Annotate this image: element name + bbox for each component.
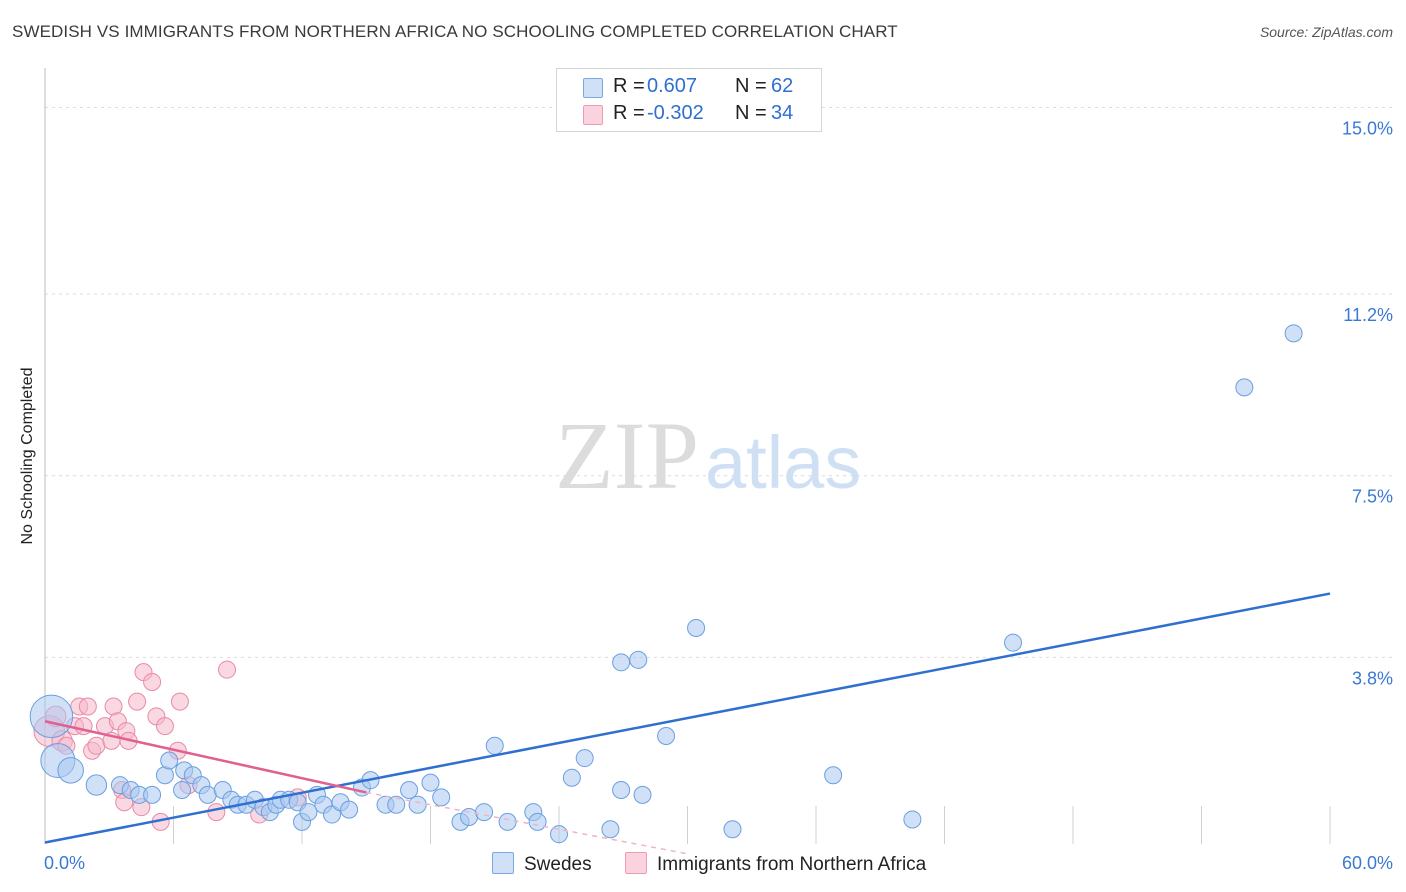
- trend-line-immigrants: [44, 720, 367, 794]
- data-point: [143, 785, 162, 804]
- data-point: [299, 803, 318, 822]
- bottom-legend-swedes: Swedes: [492, 852, 592, 876]
- legend-swatch-swedes: [583, 78, 603, 98]
- data-point: [612, 653, 631, 672]
- legend-r-label: R =: [613, 102, 645, 124]
- data-point: [387, 795, 406, 814]
- bottom-legend-swatch-immigrants: [625, 852, 647, 874]
- data-point: [657, 726, 676, 745]
- data-point: [85, 774, 108, 796]
- legend-n-value: 62: [771, 75, 794, 97]
- y-tick-label: 7.5%: [1352, 487, 1393, 507]
- data-point: [601, 820, 620, 839]
- bottom-legend-label-swedes: Swedes: [524, 854, 592, 875]
- y-tick-label: 11.2%: [1343, 305, 1393, 325]
- data-point: [160, 751, 179, 770]
- data-point: [475, 803, 494, 822]
- bottom-legend-swatch-swedes: [492, 852, 514, 874]
- watermark: ZIPatlas: [555, 400, 861, 511]
- trend-lines: [44, 592, 1331, 855]
- y-tick-label: 15.0%: [1342, 118, 1393, 138]
- data-point: [207, 803, 226, 822]
- tick-labels: 3.8% 7.5% 11.2% 15.0% 0.0% 60.0%: [44, 118, 1393, 873]
- legend-r-label: R =: [613, 75, 645, 97]
- data-point: [687, 618, 706, 637]
- legend-r-value: -0.302: [647, 102, 704, 124]
- data-point: [29, 694, 74, 739]
- trend-line-immigrants-extension: [366, 791, 688, 855]
- data-point: [218, 660, 237, 679]
- data-point: [408, 795, 427, 814]
- data-point: [78, 697, 97, 716]
- data-point: [460, 807, 479, 826]
- source-label: Source: ZipAtlas.com: [1259, 24, 1393, 40]
- legend-n-label: N =: [735, 102, 767, 124]
- data-point: [824, 766, 843, 785]
- data-point: [421, 773, 440, 792]
- data-point: [485, 736, 504, 755]
- data-point: [629, 650, 648, 669]
- data-point: [903, 810, 922, 829]
- data-point: [170, 692, 189, 711]
- chart-title: SWEDISH VS IMMIGRANTS FROM NORTHERN AFRI…: [12, 22, 898, 41]
- data-point: [340, 800, 359, 819]
- legend-swatch-immigrants: [583, 105, 603, 125]
- data-point: [432, 788, 451, 807]
- data-point: [143, 672, 162, 691]
- data-point: [612, 780, 631, 799]
- data-point: [1284, 324, 1303, 343]
- points-swedes: [29, 324, 1303, 844]
- watermark-zip: ZIP: [555, 402, 699, 509]
- data-point: [575, 749, 594, 768]
- watermark-atlas: atlas: [705, 421, 862, 504]
- data-point: [1004, 633, 1023, 652]
- legend-r-value: 0.607: [647, 75, 698, 97]
- legend-n-label: N =: [735, 75, 767, 97]
- legend-n-value: 34: [771, 102, 794, 124]
- data-point: [528, 812, 547, 831]
- bottom-legend-immigrants: Immigrants from Northern Africa: [625, 852, 926, 876]
- y-tick-label: 3.8%: [1352, 668, 1393, 688]
- data-point: [57, 757, 84, 784]
- data-point: [633, 785, 652, 804]
- correlation-legend: R = 0.607 N = 62 R = -0.302 N = 34: [556, 68, 822, 132]
- x-tick-label: 60.0%: [1342, 853, 1393, 873]
- data-point: [198, 785, 217, 804]
- data-point: [723, 820, 742, 839]
- data-point: [173, 780, 192, 799]
- data-point: [498, 812, 517, 831]
- bottom-legend-label-immigrants: Immigrants from Northern Africa: [657, 854, 927, 875]
- data-point: [562, 768, 581, 787]
- axes: [44, 68, 1331, 844]
- data-point: [128, 692, 147, 711]
- data-point: [87, 736, 106, 755]
- data-point: [400, 780, 419, 799]
- grid: [45, 106, 1394, 658]
- data-point: [1235, 378, 1254, 397]
- data-point: [155, 717, 174, 736]
- data-point: [322, 805, 341, 824]
- trend-line-swedes: [44, 592, 1331, 844]
- x-tick-label: 0.0%: [44, 853, 85, 873]
